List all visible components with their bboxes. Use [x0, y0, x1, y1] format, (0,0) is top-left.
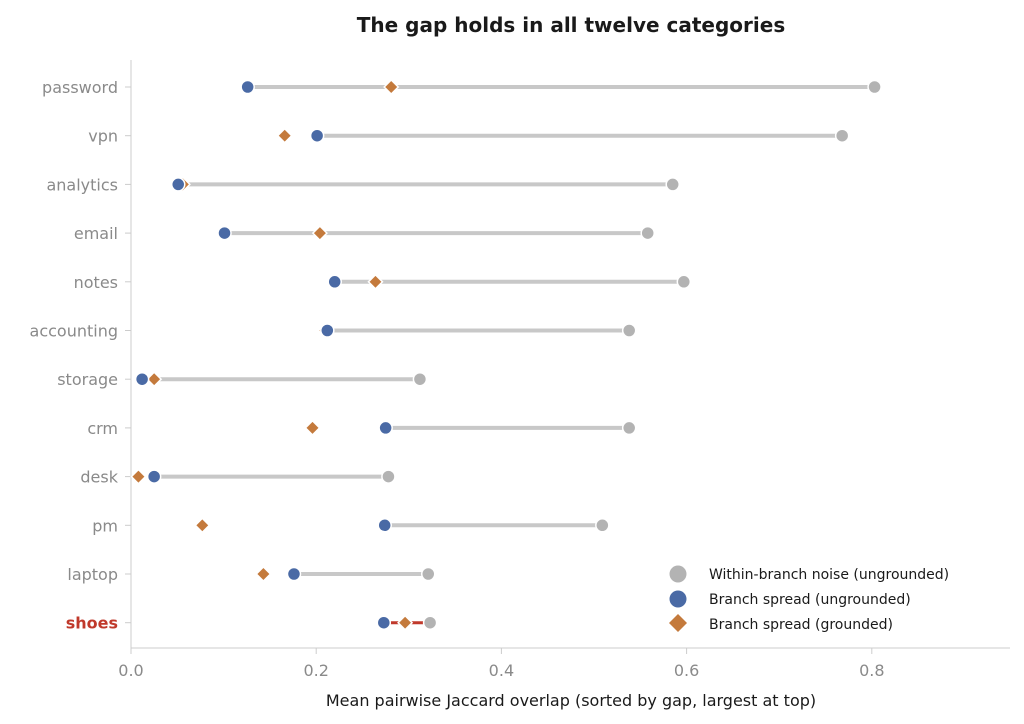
x-tick-label: 0.0	[118, 661, 143, 680]
ungrounded-point-password	[240, 79, 255, 95]
y-tick-label-vpn: vpn	[88, 127, 118, 146]
grounded-point-vpn	[276, 127, 293, 144]
legend-label-noise: Within-branch noise (ungrounded)	[709, 567, 949, 583]
noise-point-pm	[595, 518, 610, 533]
ungrounded-point-analytics	[170, 177, 186, 192]
ungrounded-point-storage	[134, 371, 150, 387]
y-tick-label-notes: notes	[74, 273, 118, 292]
noise-point-email	[640, 225, 655, 241]
noise-point-analytics	[665, 177, 680, 192]
y-tick-label-email: email	[74, 224, 118, 243]
data-markers	[130, 78, 882, 631]
legend-item-ungrounded: Branch spread (ungrounded)	[669, 590, 911, 608]
y-tick-label-shoes: shoes	[66, 614, 118, 633]
ungrounded-point-shoes	[376, 615, 392, 630]
ungrounded-point-email	[217, 225, 232, 241]
noise-point-crm	[621, 420, 637, 436]
legend-item-grounded: Branch spread (grounded)	[669, 614, 893, 633]
legend-label-grounded: Branch spread (grounded)	[709, 617, 893, 633]
grounded-point-notes	[367, 273, 384, 290]
noise-point-notes	[676, 274, 692, 290]
legend-marker-grounded	[669, 614, 687, 632]
x-tick-label: 0.6	[674, 661, 699, 680]
noise-point-password	[867, 79, 882, 95]
ungrounded-point-crm	[378, 420, 393, 436]
x-tick-label: 0.4	[489, 661, 514, 680]
chart-title: The gap holds in all twelve categories	[357, 13, 786, 37]
ungrounded-point-pm	[377, 518, 392, 533]
noise-point-laptop	[420, 566, 436, 582]
grounded-point-crm	[304, 419, 321, 436]
grounded-point-laptop	[255, 565, 272, 583]
y-tick-label-accounting: accounting	[30, 322, 118, 341]
legend-label-ungrounded: Branch spread (ungrounded)	[709, 592, 911, 608]
legend-marker-noise	[669, 565, 687, 583]
y-tick-label-laptop: laptop	[67, 565, 118, 584]
grounded-point-pm	[194, 517, 211, 534]
y-tick-label-crm: crm	[87, 419, 118, 438]
ungrounded-point-vpn	[309, 128, 325, 143]
noise-point-vpn	[834, 128, 850, 143]
x-tick-label: 0.2	[303, 661, 328, 680]
x-tick-label: 0.8	[859, 661, 884, 680]
legend: Within-branch noise (ungrounded) Branch …	[669, 565, 949, 633]
grounded-point-password	[383, 78, 400, 96]
y-tick-label-password: password	[42, 78, 118, 97]
noise-point-desk	[381, 469, 396, 484]
y-tick-labels: password vpn analytics email notes accounting…	[30, 78, 131, 633]
connector-lines	[140, 85, 877, 625]
ungrounded-point-laptop	[286, 566, 302, 582]
grounded-point-shoes	[397, 614, 414, 631]
legend-marker-ungrounded	[669, 590, 687, 608]
x-axis-label: Mean pairwise Jaccard overlap (sorted by…	[326, 691, 816, 710]
y-tick-label-analytics: analytics	[46, 175, 118, 194]
noise-point-shoes	[422, 615, 438, 630]
ungrounded-point-notes	[327, 274, 342, 290]
y-tick-label-pm: pm	[92, 516, 118, 535]
axes	[130, 60, 1010, 649]
grounded-point-desk	[130, 468, 147, 485]
legend-item-noise: Within-branch noise (ungrounded)	[669, 565, 949, 583]
grounded-point-storage	[146, 371, 163, 388]
ungrounded-point-accounting	[320, 323, 335, 338]
x-tick-labels: 0.0 0.2 0.4 0.6 0.8	[118, 648, 885, 680]
noise-point-accounting	[621, 323, 637, 338]
noise-point-storage	[412, 371, 428, 387]
ungrounded-point-desk	[146, 469, 162, 484]
y-tick-label-desk: desk	[80, 468, 118, 487]
y-tick-label-storage: storage	[57, 370, 118, 389]
grounded-point-email	[311, 225, 328, 242]
